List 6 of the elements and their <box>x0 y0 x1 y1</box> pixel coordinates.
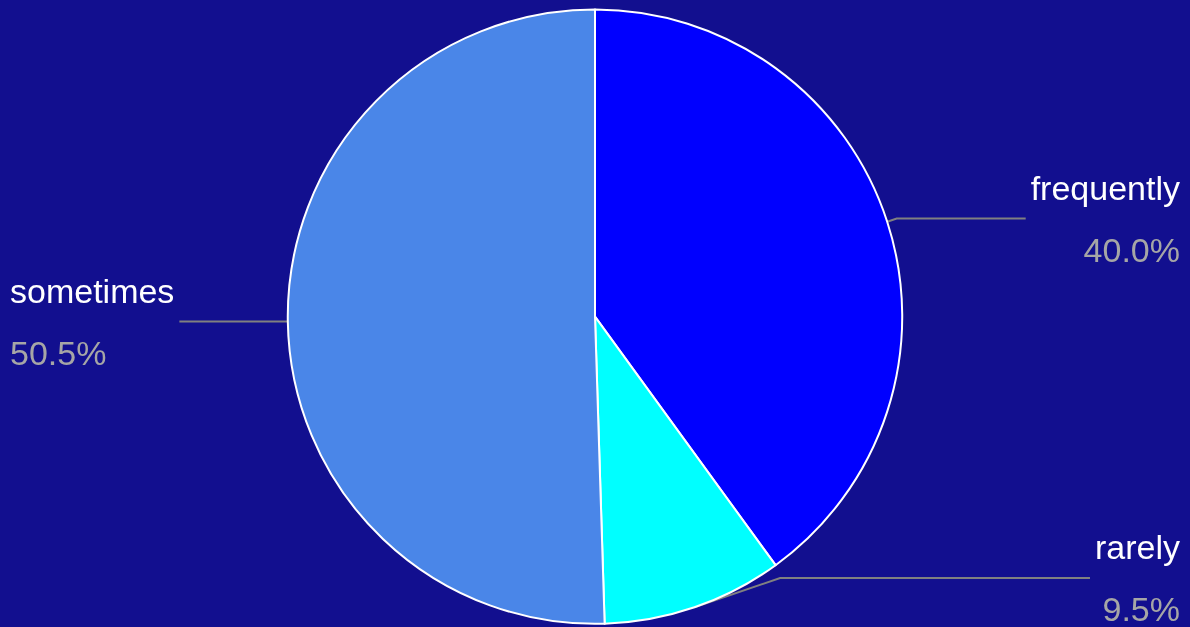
slice-label: sometimes <box>10 271 175 310</box>
data-label: 9.5% <box>1102 590 1180 627</box>
slice-label: frequently <box>1030 168 1180 207</box>
data-label: 50.5% <box>10 333 107 372</box>
slice-label: rarely <box>1094 528 1180 566</box>
data-label: 40.0% <box>1083 230 1180 269</box>
